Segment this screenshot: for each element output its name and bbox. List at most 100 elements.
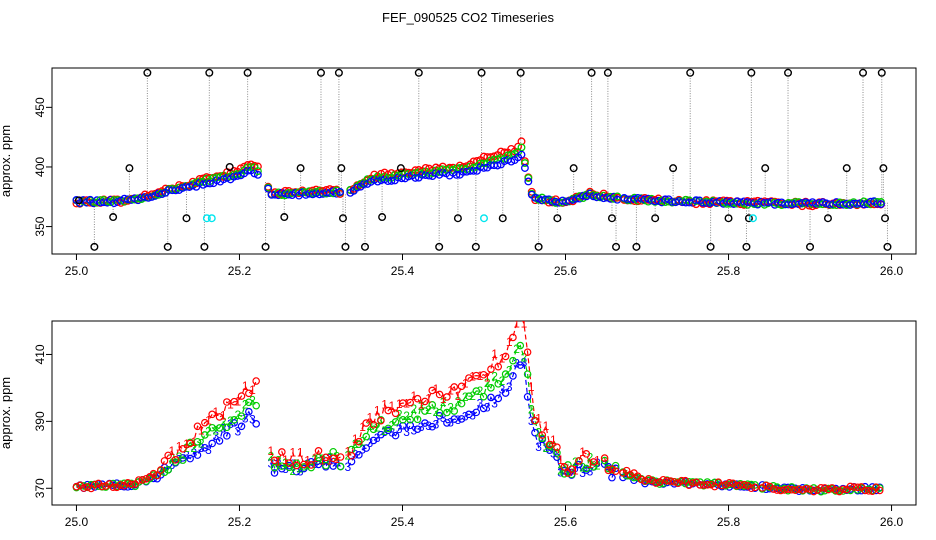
series-symbol-2: 2 bbox=[484, 376, 491, 390]
series-point-1 bbox=[850, 483, 858, 491]
series-point-channel-3 bbox=[520, 164, 529, 172]
y-tick-label: 390 bbox=[33, 411, 47, 431]
series-symbol-3: 3 bbox=[249, 412, 256, 426]
plot-frame bbox=[51, 320, 917, 506]
series-symbol-3: 3 bbox=[403, 425, 410, 439]
series-symbol-2: 2 bbox=[447, 400, 454, 414]
series-point-channel-3 bbox=[206, 179, 214, 188]
series-point-1 bbox=[355, 437, 363, 446]
series-point-2 bbox=[421, 407, 429, 415]
chart-title: FEF_090525 CO2 Timeseries bbox=[382, 10, 554, 25]
series-symbol-3: 3 bbox=[319, 453, 326, 467]
spike-point bbox=[337, 164, 346, 173]
series-point-1 bbox=[127, 480, 136, 489]
x-tick-label: 26.0 bbox=[880, 515, 904, 529]
spike-point bbox=[669, 164, 678, 173]
series-point-3 bbox=[230, 419, 238, 427]
series-symbol-2: 2 bbox=[499, 374, 506, 388]
series-point-1 bbox=[531, 416, 539, 425]
series-symbol-2: 2 bbox=[220, 415, 227, 429]
series-point-1 bbox=[846, 482, 855, 491]
series-point-1 bbox=[809, 487, 818, 496]
series-point-2 bbox=[300, 463, 308, 471]
series-symbol-1: 1 bbox=[411, 389, 418, 403]
series-point-1 bbox=[839, 485, 847, 494]
series-point-3 bbox=[608, 473, 616, 482]
series-point-2 bbox=[457, 399, 466, 408]
series-point-2 bbox=[179, 456, 187, 464]
series-symbol-3: 3 bbox=[521, 356, 528, 370]
series-symbol-3: 3 bbox=[411, 424, 418, 438]
series-symbol-3: 3 bbox=[491, 396, 498, 410]
series-point-1 bbox=[98, 482, 106, 491]
spike-point bbox=[477, 68, 486, 77]
y-tick-label: 450 bbox=[33, 97, 47, 117]
series-point-1 bbox=[109, 483, 117, 491]
series-point-2 bbox=[428, 401, 437, 409]
series-symbol-3: 3 bbox=[579, 466, 586, 480]
series-point-2 bbox=[809, 484, 818, 492]
series-point-1 bbox=[83, 483, 92, 491]
series-point-1 bbox=[347, 451, 356, 460]
series-point-1 bbox=[681, 476, 690, 485]
x-tick-label: 25.0 bbox=[65, 515, 89, 529]
series-point-1 bbox=[707, 480, 715, 489]
series-point-1 bbox=[457, 382, 466, 391]
series-point-1 bbox=[230, 397, 238, 406]
series-symbol-2: 2 bbox=[268, 449, 275, 463]
series-symbol-1: 1 bbox=[381, 397, 388, 411]
series-point-3 bbox=[501, 389, 510, 397]
spike-point bbox=[498, 214, 507, 223]
spike-point bbox=[280, 213, 289, 222]
series-point-1 bbox=[538, 431, 547, 439]
spike-point bbox=[534, 242, 543, 251]
series-point-2 bbox=[582, 464, 591, 473]
series-point-channel-1 bbox=[253, 162, 262, 171]
series-point-2 bbox=[292, 459, 301, 468]
series-point-1 bbox=[608, 465, 616, 474]
series-point-1 bbox=[523, 348, 532, 356]
series-symbol-3: 3 bbox=[334, 456, 341, 470]
series-point-channel-3 bbox=[579, 191, 588, 200]
x-tick-label: 25.6 bbox=[554, 515, 578, 529]
series-point-1 bbox=[377, 416, 385, 425]
series-point-2 bbox=[362, 432, 371, 441]
series-point-3 bbox=[516, 361, 525, 369]
series-symbol-3: 3 bbox=[205, 443, 212, 457]
series-symbol-1: 1 bbox=[326, 453, 333, 467]
series-symbol-1: 1 bbox=[557, 453, 564, 467]
series-point-1 bbox=[494, 362, 503, 371]
series-symbol-2: 2 bbox=[513, 342, 520, 356]
series-symbol-3: 3 bbox=[447, 415, 454, 429]
series-symbol-3: 3 bbox=[396, 422, 403, 436]
series-symbol-1: 1 bbox=[447, 383, 454, 397]
series-point-1 bbox=[329, 454, 338, 463]
series-point-1 bbox=[79, 484, 88, 492]
series-symbol-1: 1 bbox=[275, 455, 282, 469]
plot-area: 3 3 3 3 3 333 333 33 3 3 333 3 3 3 3 33 3 3 3 3 3 3 3 3 3 3 3 3 3 3 3 3… bbox=[72, 321, 884, 496]
series-symbol-3: 3 bbox=[535, 440, 542, 454]
series-point-1 bbox=[157, 466, 165, 474]
series-point-2 bbox=[391, 418, 400, 426]
spike-point bbox=[225, 162, 234, 171]
series-point-1 bbox=[160, 457, 169, 465]
series-point-3 bbox=[179, 454, 187, 462]
series-point-2 bbox=[479, 392, 488, 401]
series-point-1 bbox=[278, 448, 286, 456]
series-point-1 bbox=[798, 486, 807, 494]
series-point-2 bbox=[399, 415, 407, 424]
series-symbol-1: 1 bbox=[455, 389, 462, 403]
x-tick-label: 25.0 bbox=[65, 264, 89, 278]
series-point-1 bbox=[637, 475, 646, 484]
series-point-1 bbox=[589, 458, 598, 466]
series-symbol-3: 3 bbox=[469, 409, 476, 423]
series-point-3 bbox=[465, 410, 473, 419]
series-symbol-2: 2 bbox=[168, 451, 175, 465]
series-point-1 bbox=[179, 444, 187, 453]
spike-point bbox=[612, 242, 621, 251]
series-point-3 bbox=[391, 431, 400, 440]
series-point-1 bbox=[252, 377, 260, 385]
series-point-1 bbox=[575, 457, 583, 465]
series-point-1 bbox=[567, 465, 576, 473]
series-point-3 bbox=[798, 483, 807, 492]
